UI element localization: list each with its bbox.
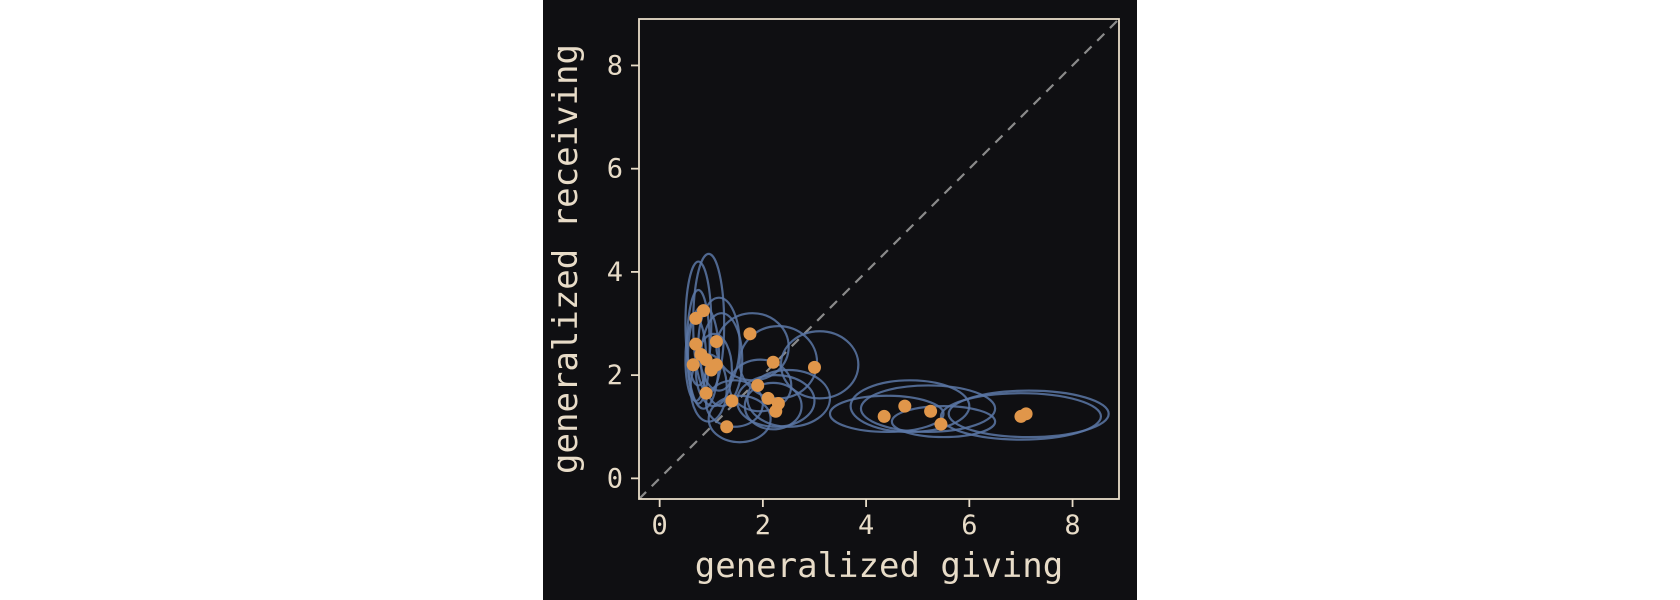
uncertainty-ellipse-22 xyxy=(890,404,997,439)
y-tick-label-4: 4 xyxy=(607,257,623,288)
data-point-7 xyxy=(686,358,700,372)
data-point-22 xyxy=(924,404,938,418)
data-point-2 xyxy=(697,304,711,318)
x-tick-label-2: 2 xyxy=(755,510,771,541)
x-tick-label-6: 6 xyxy=(961,510,977,541)
x-tick-label-4: 4 xyxy=(858,510,874,541)
identity-line xyxy=(639,19,1119,499)
data-point-5 xyxy=(699,353,713,367)
data-point-20 xyxy=(877,409,891,423)
y-tick-label-6: 6 xyxy=(607,154,623,185)
y-axis-label: generalized receiving xyxy=(546,44,586,474)
chart-panel: 0 2 4 6 8 0 2 4 6 8 generalized giving generaliz… xyxy=(543,0,1137,600)
y-tick-label-0: 0 xyxy=(607,463,623,494)
uncertainty-ellipse-12 xyxy=(779,330,860,400)
y-axis-ticks: 0 2 4 6 8 xyxy=(607,50,639,494)
data-point-23 xyxy=(934,417,948,431)
x-tick-label-8: 8 xyxy=(1064,510,1080,541)
y-tick-label-2: 2 xyxy=(607,360,623,391)
uncertainty-ellipse-19 xyxy=(828,394,945,434)
data-point-11 xyxy=(743,327,757,341)
uncertainty-ellipse-21 xyxy=(859,384,997,434)
ellipse-layer xyxy=(684,252,1110,444)
data-point-16 xyxy=(761,391,775,405)
uncertainty-ellipse-23 xyxy=(939,392,1103,441)
data-point-15 xyxy=(725,394,739,408)
y-tick-label-8: 8 xyxy=(607,50,623,81)
data-point-19 xyxy=(720,420,734,434)
data-point-13 xyxy=(807,360,821,374)
scatter-chart: 0 2 4 6 8 0 2 4 6 8 generalized giving generaliz… xyxy=(546,18,1120,586)
uncertainty-ellipse-24 xyxy=(947,389,1110,439)
data-point-6 xyxy=(709,335,723,349)
data-point-25 xyxy=(1019,407,1033,421)
uncertainty-ellipse-17 xyxy=(743,381,803,431)
data-point-21 xyxy=(898,399,912,413)
x-tick-label-0: 0 xyxy=(652,510,668,541)
plot-content xyxy=(639,19,1119,499)
uncertainty-ellipse-18 xyxy=(707,394,772,444)
data-point-9 xyxy=(709,358,723,372)
data-point-14 xyxy=(751,378,765,392)
point-layer xyxy=(686,304,1033,434)
x-axis-label: generalized giving xyxy=(695,546,1063,586)
plot-frame xyxy=(638,18,1120,500)
data-point-18 xyxy=(769,404,783,418)
data-point-3 xyxy=(689,337,703,351)
data-point-12 xyxy=(766,355,780,369)
data-point-10 xyxy=(699,386,713,400)
x-axis-ticks: 0 2 4 6 8 xyxy=(652,499,1081,541)
